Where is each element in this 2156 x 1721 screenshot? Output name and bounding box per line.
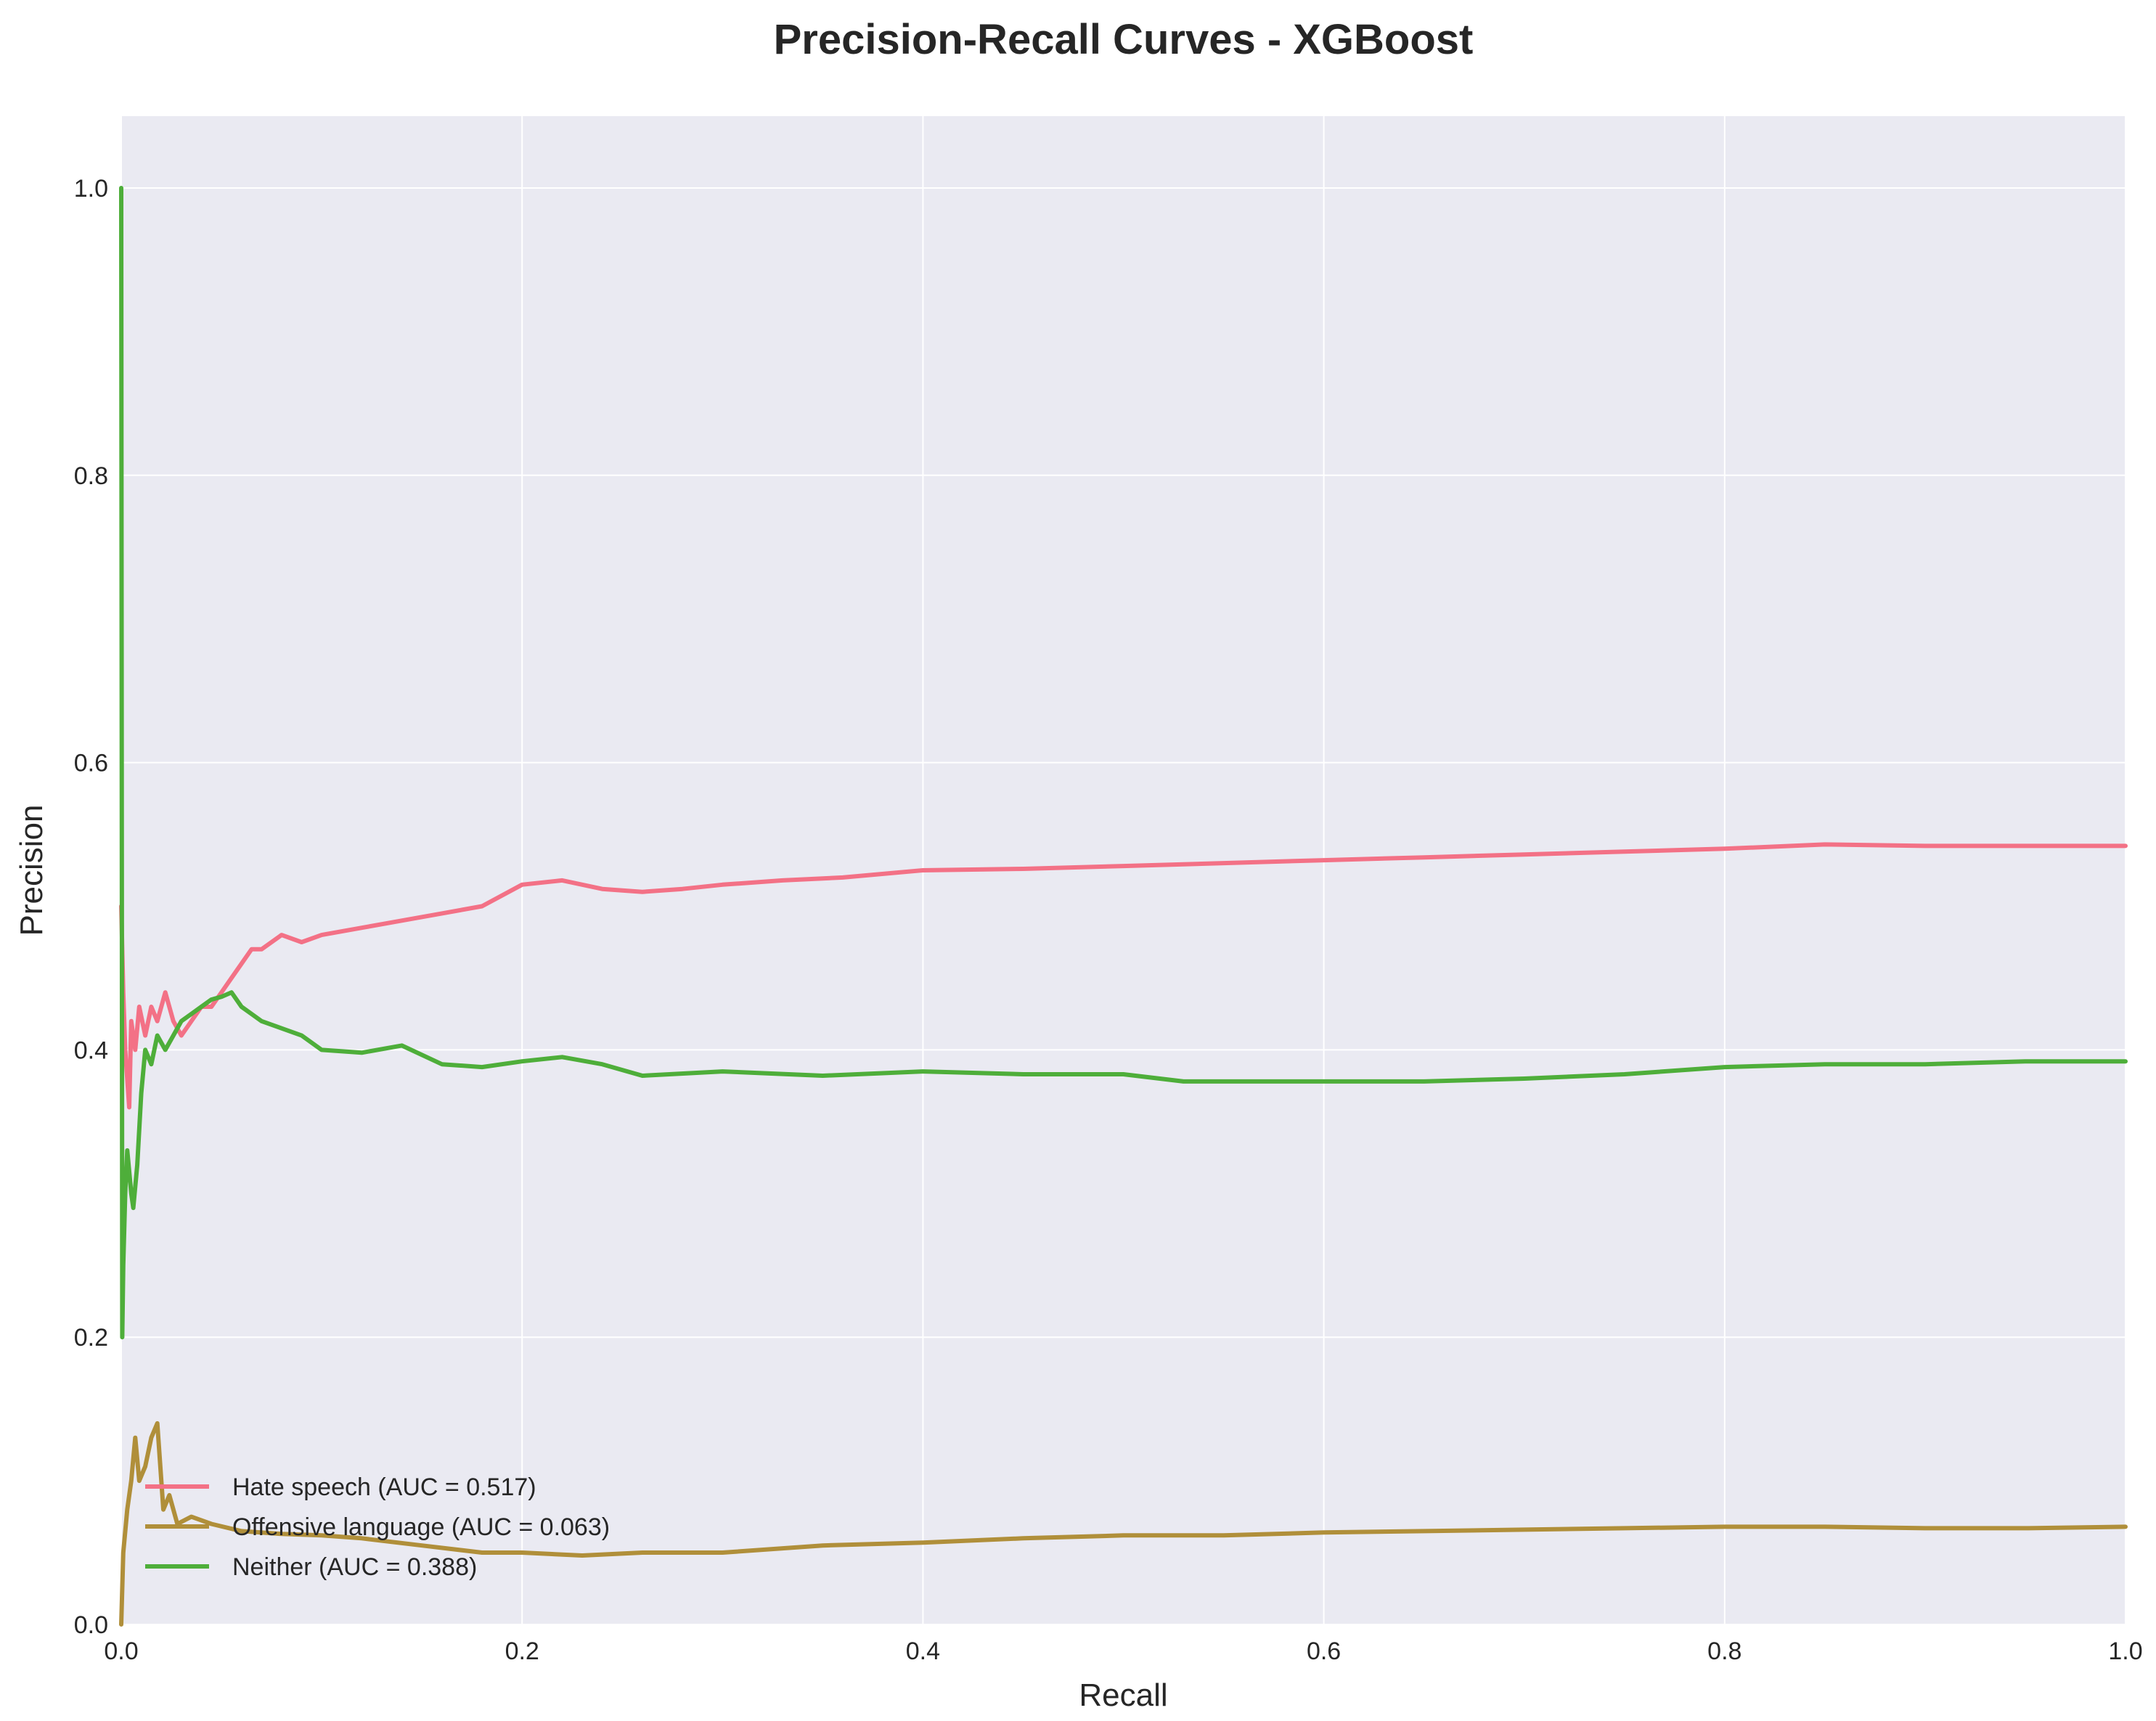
y-tick-label: 0.2 (74, 1324, 108, 1352)
tick-labels: 0.0 0.2 0.4 0.6 0.8 1.0 0.0 0.2 0.4 0.6 0.8 1.0 (74, 175, 2143, 1665)
y-tick-label: 1.0 (74, 175, 108, 203)
x-tick-label: 0.6 (1307, 1638, 1341, 1665)
legend-label-1: Offensive language (AUC = 0.063) (232, 1513, 610, 1541)
y-tick-label: 0.8 (74, 462, 108, 490)
x-tick-label: 0.4 (906, 1638, 940, 1665)
x-axis-label: Recall (1079, 1677, 1167, 1713)
plot-area (121, 116, 2126, 1624)
chart-title: Precision-Recall Curves - XGBoost (774, 16, 1474, 63)
series-lines (119, 186, 2128, 1627)
x-tick-label: 0.0 (104, 1638, 138, 1665)
series-line-1 (119, 1420, 2128, 1627)
legend-label-0: Hate speech (AUC = 0.517) (232, 1473, 536, 1501)
y-tick-label: 0.0 (74, 1611, 108, 1639)
y-tick-label: 0.6 (74, 750, 108, 777)
x-tick-label: 0.2 (505, 1638, 539, 1665)
x-tick-label: 0.8 (1707, 1638, 1741, 1665)
x-tick-label: 1.0 (2108, 1638, 2142, 1665)
legend-label-2: Neither (AUC = 0.388) (232, 1553, 477, 1581)
series-line-0 (119, 842, 2128, 1110)
series-line-2 (119, 186, 2128, 1340)
y-axis-label: Precision (14, 805, 49, 936)
legend: Hate speech (AUC = 0.517) Offensive langu… (145, 1473, 610, 1581)
y-tick-label: 0.4 (74, 1037, 108, 1064)
